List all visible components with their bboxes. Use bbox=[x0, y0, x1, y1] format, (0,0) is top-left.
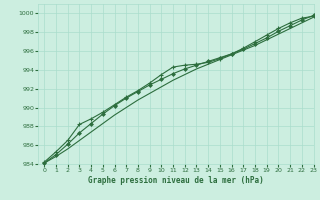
X-axis label: Graphe pression niveau de la mer (hPa): Graphe pression niveau de la mer (hPa) bbox=[88, 176, 264, 185]
